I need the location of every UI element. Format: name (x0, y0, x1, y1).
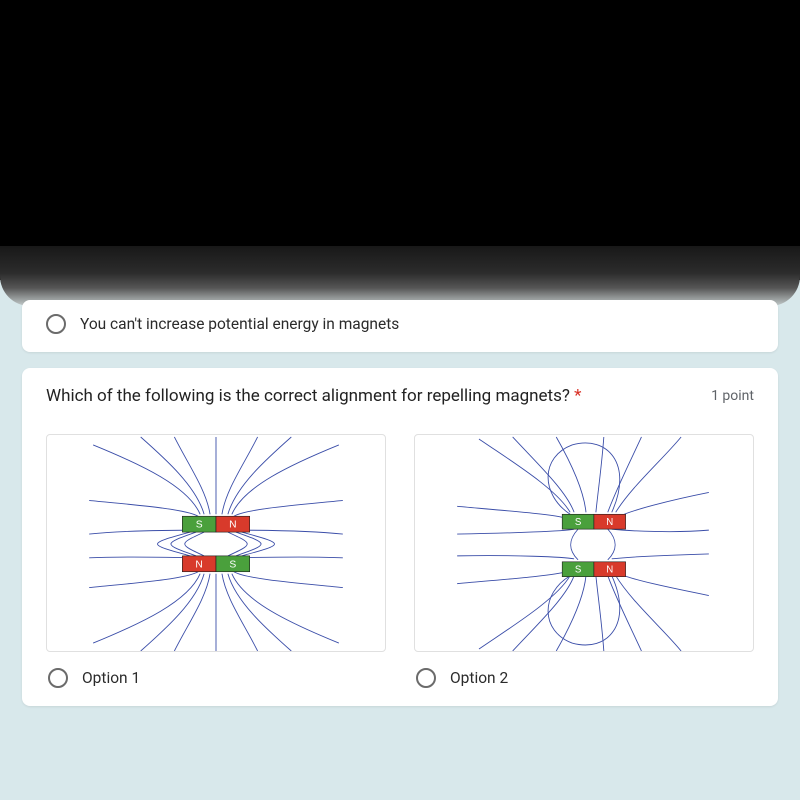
option-1-label: Option 1 (82, 669, 140, 687)
option-2-label: Option 2 (450, 669, 508, 687)
radio-unchecked-icon[interactable] (46, 314, 66, 334)
svg-text:N: N (195, 559, 202, 570)
question-prompt: Which of the following is the correct al… (46, 386, 570, 406)
question-text: Which of the following is the correct al… (46, 386, 581, 406)
question-header: Which of the following is the correct al… (46, 386, 754, 406)
svg-text:S: S (575, 565, 581, 576)
radio-unchecked-icon[interactable] (416, 668, 436, 688)
magnet-diagram-2: S N S N (415, 435, 753, 651)
previous-question-option-card: You can't increase potential energy in m… (22, 300, 778, 352)
required-mark: * (574, 386, 581, 406)
svg-text:N: N (606, 565, 613, 576)
radio-unchecked-icon[interactable] (48, 668, 68, 688)
options-row: S N N S Option 1 S N S N Option 2 (46, 434, 754, 688)
figure-option-1: S N N S (46, 434, 386, 652)
svg-text:S: S (575, 517, 581, 528)
magnet-diagram-1: S N N S (47, 435, 385, 651)
svg-text:S: S (196, 520, 203, 531)
option-1: S N N S Option 1 (46, 434, 386, 688)
prev-option-label: You can't increase potential energy in m… (80, 315, 399, 333)
svg-text:N: N (229, 520, 236, 531)
question-card: Which of the following is the correct al… (22, 368, 778, 706)
figure-option-2: S N S N (414, 434, 754, 652)
form-content: You can't increase potential energy in m… (22, 300, 778, 722)
svg-text:S: S (229, 559, 236, 570)
option-2-row[interactable]: Option 2 (414, 668, 754, 688)
option-2: S N S N Option 2 (414, 434, 754, 688)
prev-option-row[interactable]: You can't increase potential energy in m… (46, 314, 754, 334)
device-bezel (0, 246, 800, 306)
question-points: 1 point (687, 386, 754, 404)
svg-text:N: N (606, 517, 613, 528)
option-1-row[interactable]: Option 1 (46, 668, 386, 688)
device-black-area (0, 0, 800, 280)
